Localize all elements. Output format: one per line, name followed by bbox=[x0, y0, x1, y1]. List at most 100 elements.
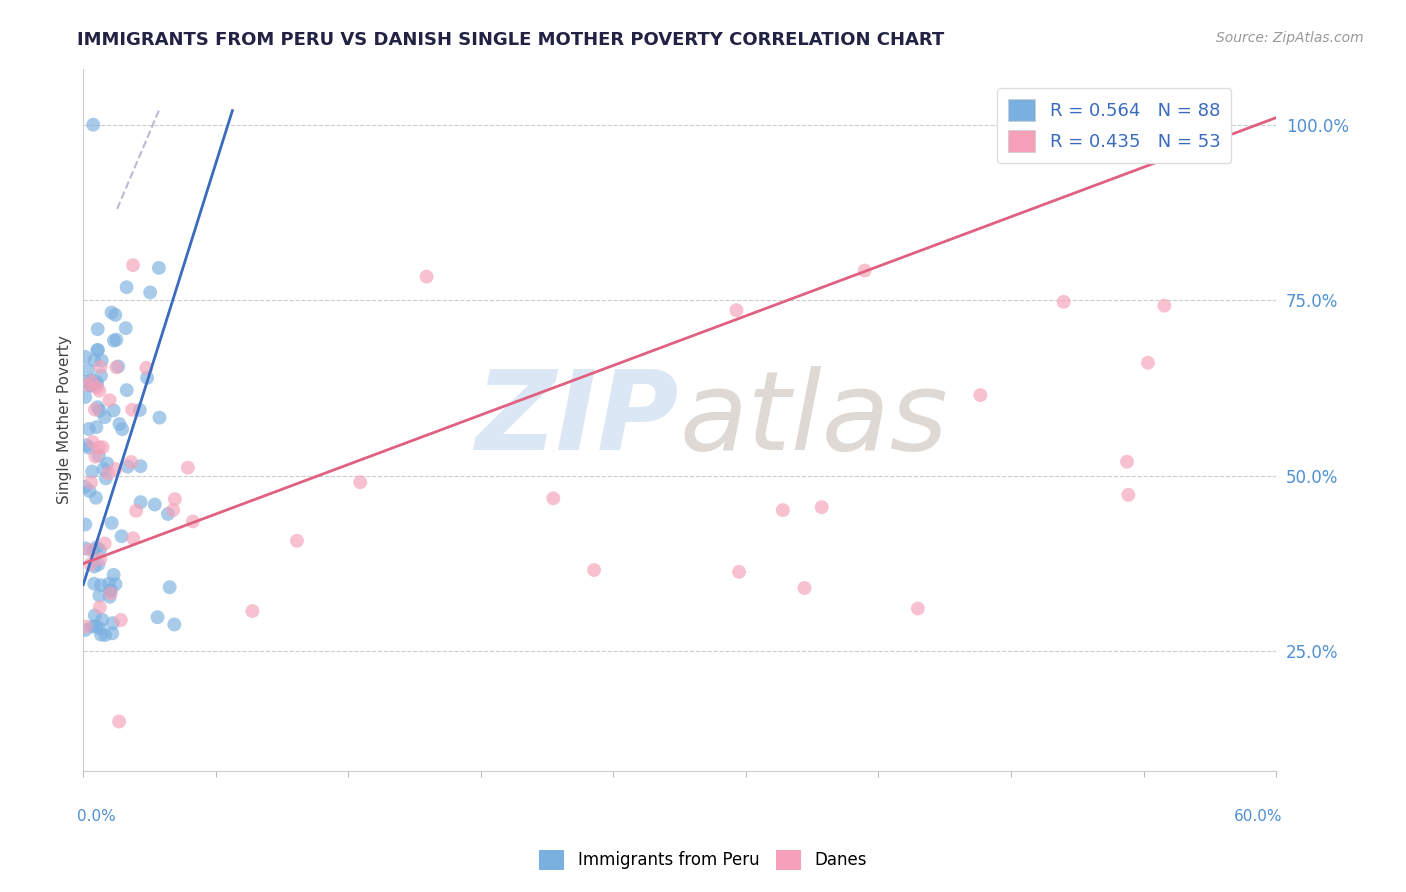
Point bbox=[84, 450, 107, 464]
Point bbox=[97, 577, 120, 591]
Point bbox=[1153, 299, 1175, 313]
Point bbox=[105, 360, 128, 375]
Text: 0.0%: 0.0% bbox=[77, 809, 117, 824]
Point bbox=[76, 438, 98, 452]
Point bbox=[349, 475, 371, 490]
Point bbox=[100, 583, 122, 598]
Point bbox=[121, 402, 143, 417]
Point bbox=[79, 483, 101, 498]
Point bbox=[156, 507, 179, 521]
Text: atlas: atlas bbox=[679, 366, 948, 473]
Point bbox=[122, 258, 145, 272]
Point bbox=[415, 269, 437, 284]
Point bbox=[110, 529, 132, 543]
Point bbox=[86, 377, 108, 392]
Point bbox=[90, 578, 112, 592]
Point bbox=[86, 401, 108, 415]
Point bbox=[87, 441, 110, 455]
Point bbox=[87, 343, 110, 357]
Point bbox=[80, 378, 103, 392]
Point bbox=[143, 498, 166, 512]
Legend: Immigrants from Peru, Danes: Immigrants from Peru, Danes bbox=[533, 843, 873, 877]
Point bbox=[98, 590, 121, 604]
Point bbox=[100, 582, 122, 597]
Point bbox=[76, 378, 98, 392]
Point bbox=[114, 321, 136, 335]
Point bbox=[86, 322, 108, 336]
Point bbox=[83, 353, 105, 368]
Point bbox=[104, 462, 127, 476]
Point bbox=[80, 378, 103, 392]
Point bbox=[163, 617, 186, 632]
Point bbox=[82, 465, 104, 479]
Point bbox=[101, 626, 124, 640]
Point bbox=[100, 586, 122, 600]
Point bbox=[77, 441, 100, 455]
Point bbox=[90, 359, 112, 374]
Point bbox=[91, 440, 114, 454]
Point bbox=[125, 504, 148, 518]
Point bbox=[86, 541, 108, 555]
Point bbox=[89, 589, 111, 603]
Point bbox=[242, 604, 264, 618]
Point bbox=[135, 360, 157, 375]
Point bbox=[97, 467, 120, 481]
Point bbox=[75, 390, 97, 404]
Point bbox=[86, 420, 108, 434]
Point bbox=[89, 552, 111, 566]
Point bbox=[93, 462, 115, 476]
Point bbox=[108, 417, 131, 431]
Point bbox=[1116, 455, 1139, 469]
Point bbox=[77, 363, 100, 377]
Point bbox=[87, 558, 110, 572]
Point bbox=[75, 620, 97, 634]
Point bbox=[75, 517, 97, 532]
Point bbox=[104, 577, 127, 591]
Point bbox=[98, 393, 121, 408]
Point bbox=[1136, 356, 1159, 370]
Point bbox=[93, 410, 115, 425]
Point bbox=[136, 371, 159, 385]
Point bbox=[100, 516, 122, 530]
Point bbox=[103, 334, 125, 348]
Point bbox=[148, 260, 170, 275]
Point bbox=[110, 613, 132, 627]
Point bbox=[115, 383, 138, 397]
Point bbox=[181, 515, 204, 529]
Point bbox=[83, 543, 105, 558]
Text: 60.0%: 60.0% bbox=[1233, 809, 1282, 824]
Point bbox=[163, 492, 186, 507]
Point bbox=[103, 403, 125, 417]
Point bbox=[285, 533, 308, 548]
Text: Source: ZipAtlas.com: Source: ZipAtlas.com bbox=[1216, 31, 1364, 45]
Point bbox=[94, 536, 117, 550]
Point bbox=[75, 350, 97, 364]
Point bbox=[82, 620, 104, 634]
Point bbox=[84, 491, 107, 505]
Point bbox=[100, 305, 122, 319]
Point bbox=[79, 558, 101, 572]
Y-axis label: Single Mother Poverty: Single Mother Poverty bbox=[58, 335, 72, 504]
Point bbox=[129, 459, 152, 474]
Point bbox=[139, 285, 162, 300]
Point bbox=[89, 384, 111, 398]
Point bbox=[91, 613, 114, 627]
Point bbox=[177, 460, 200, 475]
Point bbox=[1052, 294, 1074, 309]
Point bbox=[583, 563, 606, 577]
Point bbox=[83, 608, 105, 623]
Point bbox=[80, 374, 103, 388]
Point bbox=[772, 503, 794, 517]
Point bbox=[86, 343, 108, 358]
Point bbox=[122, 531, 145, 545]
Point bbox=[89, 542, 111, 557]
Point bbox=[75, 541, 97, 556]
Point bbox=[543, 491, 565, 506]
Point bbox=[77, 422, 100, 436]
Point bbox=[725, 303, 748, 318]
Point bbox=[87, 449, 110, 463]
Point bbox=[907, 601, 929, 615]
Point bbox=[96, 457, 118, 471]
Point bbox=[146, 610, 169, 624]
Point bbox=[90, 368, 112, 383]
